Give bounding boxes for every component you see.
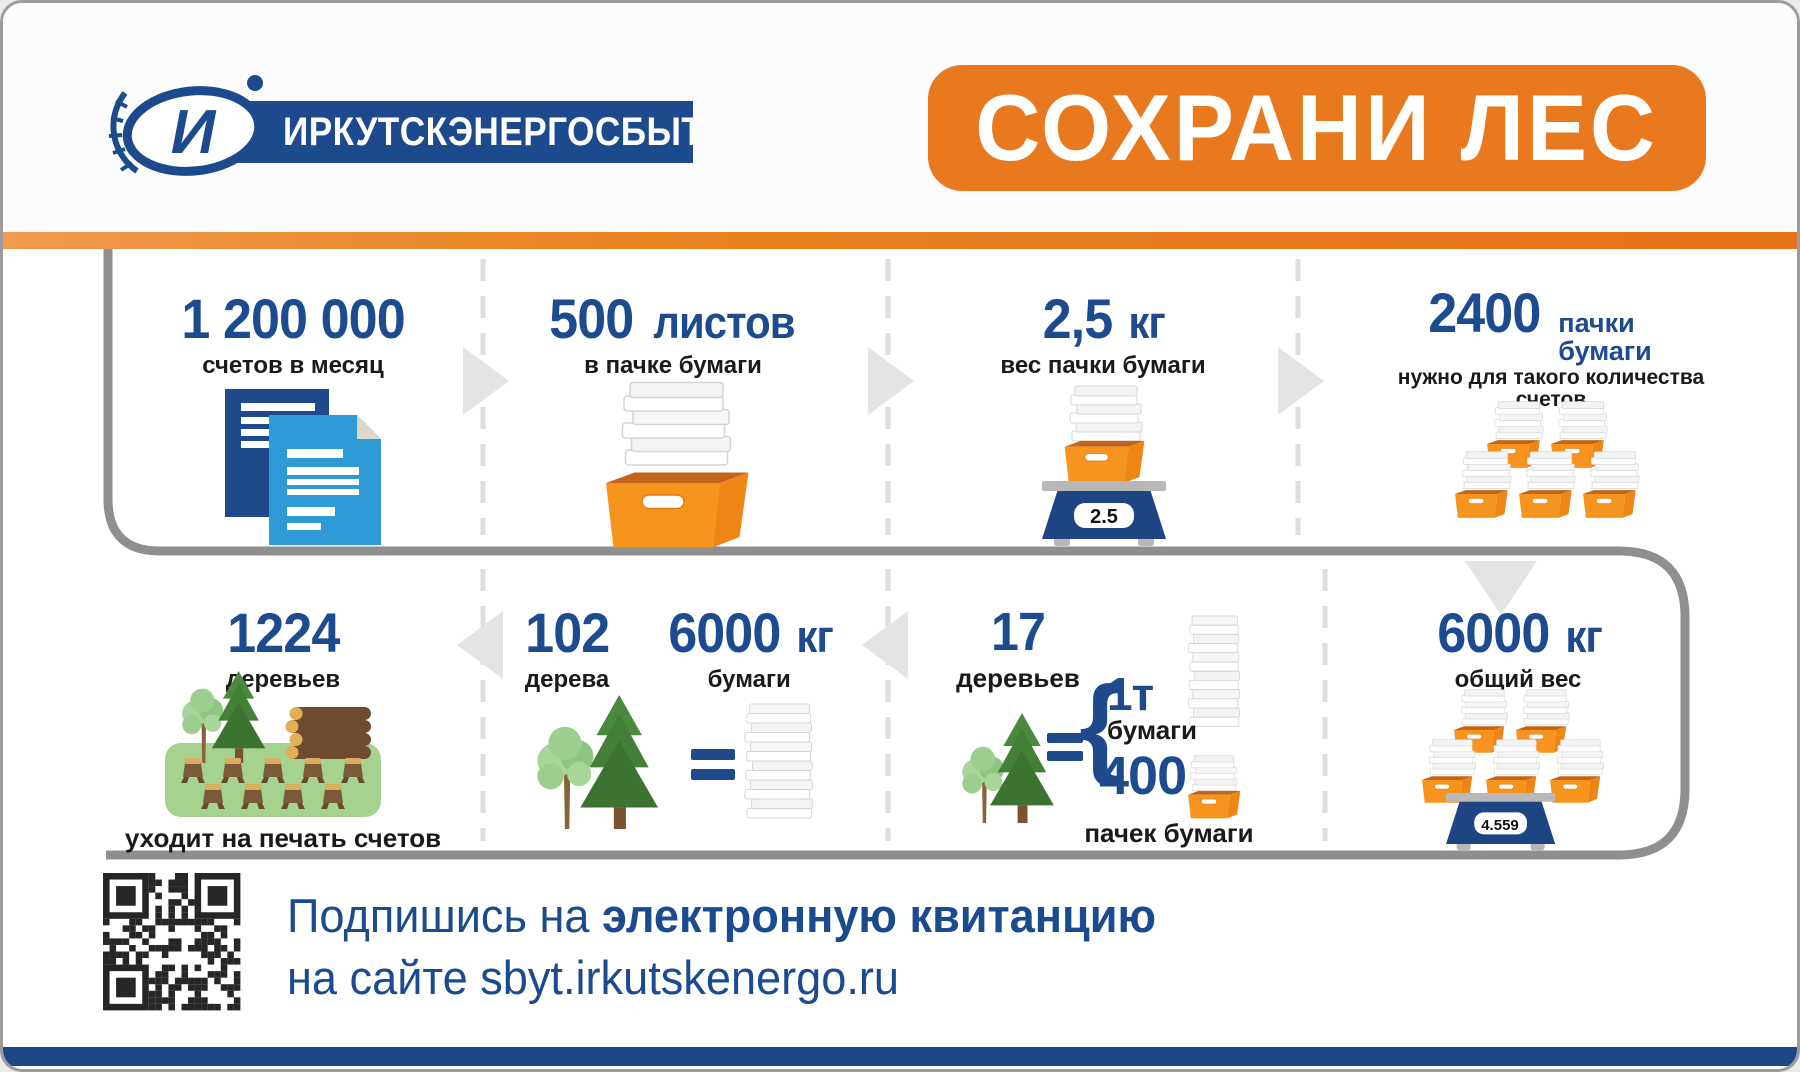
stat-unit: листов [653, 297, 796, 348]
paper-ream-box-icon [605, 381, 750, 549]
stat-label: счетов в месяц [202, 352, 384, 379]
invoices-icon [225, 389, 381, 545]
stat-number: 1 200 000 [181, 287, 405, 350]
site-url: sbyt.irkutskenergo.ru [480, 951, 899, 1004]
paper-packs-on-scale-icon: 4.559 [1401, 689, 1626, 851]
stat-unit: кг [796, 611, 833, 662]
qr-code [103, 873, 241, 1011]
stat-sheets-per-pack: 500 листов в пачке бумаги [508, 287, 838, 379]
arrow-right-icon [463, 347, 509, 415]
paper-packs-pyramid-icon [1428, 401, 1663, 526]
small-paper-stack [1190, 755, 1238, 792]
tree-icon [962, 746, 1005, 823]
log-pile-icon [285, 707, 371, 759]
orange-box [1187, 790, 1241, 819]
emblem-orbit-dot [247, 75, 263, 91]
stat-pack-weight: 2,5 кг вес пачки бумаги [933, 287, 1273, 379]
scale-display-value: 4.559 [1481, 817, 1519, 834]
stat-unit: пачки бумаги [1558, 308, 1652, 367]
column-dividers [480, 259, 1328, 841]
stat-bills-per-month: 1 200 000 счетов в месяц [123, 287, 463, 379]
scale-display-value: 2.5 [1090, 506, 1118, 528]
trees-count: 102 дерева [522, 601, 612, 693]
tree-icon [537, 726, 594, 829]
orange-box [1064, 440, 1145, 484]
packs-value: 400 [1099, 746, 1187, 806]
tall-paper-stack [744, 703, 813, 819]
paper-pack-on-scale-icon: 2.5 [1042, 385, 1166, 546]
trees-equal-paper-icon [537, 695, 813, 829]
stat-number: 2,5 [1042, 287, 1114, 350]
company-emblem-icon: И [108, 75, 264, 176]
stat-label: деревьев [956, 663, 1080, 693]
stat-sublabel: уходит на печать счетов [124, 823, 442, 853]
paper-pack [1455, 452, 1511, 518]
arrow-right-icon [1278, 347, 1324, 415]
orange-box [605, 471, 750, 549]
cta-text: Подпишись на электронную квитанцию на са… [287, 885, 1156, 1009]
stat-trees-equal-paper: 102 дерева 6000 кг бумаги [508, 601, 848, 693]
stat-label: общий вес [1454, 666, 1582, 693]
stat-label: дерева [524, 666, 610, 693]
equals-icon [1047, 733, 1083, 761]
stat-number: 6000 [1437, 601, 1550, 664]
emblem-letter: И [171, 98, 217, 167]
paper-pack [1519, 452, 1575, 518]
ton-label: бумаги [1107, 715, 1197, 745]
paper-weight: 6000 кг бумаги [664, 601, 834, 693]
campaign-banner: СОХРАНИ ЛЕС [928, 65, 1706, 191]
emblem-ellipse [122, 86, 264, 176]
arrow-left-icon [862, 611, 908, 679]
company-name: ИРКУТСКЭНЕРГОСБЫТ [283, 110, 704, 154]
felled-forest-icon [165, 671, 381, 817]
flow-path [103, 249, 1690, 860]
site-prefix: на сайте [287, 951, 481, 1004]
tall-paper-stack [1187, 615, 1241, 727]
orange-divider-stripe [3, 232, 1797, 249]
stat-number: 500 [549, 287, 634, 350]
cta-line2: на сайте sbyt.irkutskenergo.ru [287, 947, 1156, 1009]
flow-arrows [457, 347, 1537, 679]
cta-line1: Подпишись на электронную квитанцию [287, 885, 1156, 947]
arrow-down-icon [1465, 561, 1537, 615]
stat-number: 102 [525, 601, 610, 664]
trees-equal-brace-icon: { [962, 615, 1241, 823]
cta-regular: Подпишись на [287, 889, 603, 942]
packs-label: пачек бумаги [1084, 818, 1254, 848]
campaign-title: СОХРАНИ ЛЕС [975, 75, 1659, 180]
front-invoice [269, 415, 381, 545]
cta-bold: электронную квитанцию [602, 889, 1156, 942]
stat-number: 1224 [226, 601, 340, 664]
stat-label: вес пачки бумаги [1000, 352, 1206, 379]
paper-pack [1583, 452, 1639, 518]
trees-count: 17 деревьев [953, 605, 1083, 691]
stat-label: в пачке бумаги [584, 352, 762, 379]
stat-total-weight: 6000 кг общий вес [1368, 601, 1668, 693]
laurel-leaves [108, 99, 134, 172]
brace-icon: { [1079, 664, 1122, 787]
stat-number: 17 [990, 602, 1046, 662]
stat-number: 6000 [668, 601, 782, 664]
stat-label: бумаги [707, 666, 791, 693]
paper-stack [1069, 385, 1143, 442]
paper-pack [1550, 740, 1603, 803]
bottom-bar [3, 1047, 1797, 1066]
stat-trees-total: 1224 деревьев [113, 601, 453, 693]
stat-number: 2400 [1427, 281, 1541, 344]
arrow-left-icon [457, 611, 503, 679]
flow-connector [103, 249, 1690, 860]
ton-value: 1т [1107, 668, 1154, 720]
equals-icon [691, 749, 735, 780]
stat-packs-needed: 2400 пачки бумаги нужно для такого колич… [1375, 285, 1727, 411]
stat-unit: кг [1565, 611, 1602, 662]
stat-unit: кг [1128, 297, 1165, 348]
paper-stack [621, 381, 732, 466]
arrow-right-icon [868, 347, 914, 415]
